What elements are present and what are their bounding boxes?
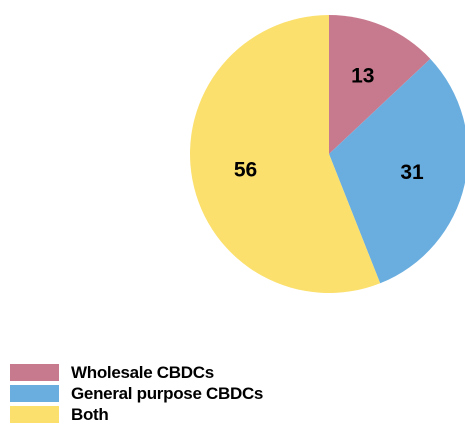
pie-slice-general-purpose-cbdcs — [329, 58, 465, 284]
legend-swatch-general-purpose — [10, 385, 59, 402]
data-label-general-purpose-cbdcs: 31 — [400, 161, 424, 184]
data-label-wholesale-cbdcs: 13 — [351, 65, 374, 88]
legend-item-general-purpose: General purpose CBDCs — [10, 383, 310, 404]
pie-slices — [190, 15, 465, 293]
legend-swatch-wholesale — [10, 364, 59, 381]
legend-label-general-purpose: General purpose CBDCs — [71, 383, 264, 403]
legend-label-both: Both — [71, 404, 109, 424]
legend-item-both: Both — [10, 404, 310, 425]
legend-item-wholesale: Wholesale CBDCs — [10, 362, 310, 383]
pie-slice-both — [190, 15, 381, 293]
pie-data-labels: 13 31 56 — [234, 65, 424, 185]
data-label-both: 56 — [234, 158, 257, 181]
legend: Wholesale CBDCs General purpose CBDCs Bo… — [10, 362, 310, 425]
legend-swatch-both — [10, 406, 59, 423]
legend-label-wholesale: Wholesale CBDCs — [71, 362, 214, 382]
pie-slice-wholesale-cbdcs — [329, 15, 431, 154]
